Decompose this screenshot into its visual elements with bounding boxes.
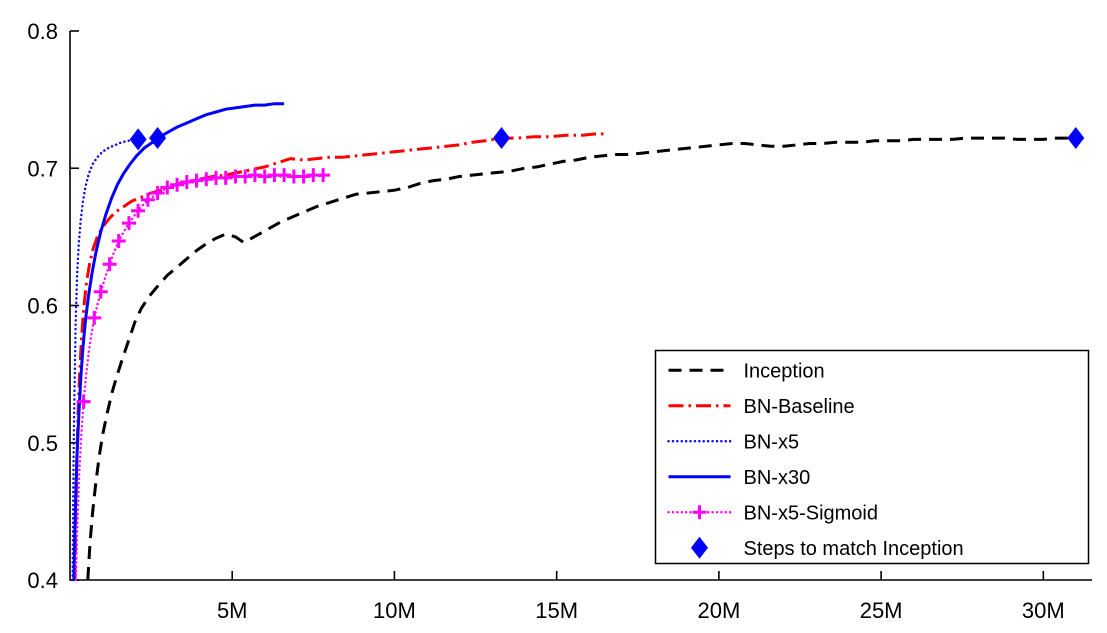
y-tick-label: 0.7 — [27, 156, 58, 181]
y-tick-label: 0.6 — [27, 294, 58, 319]
legend-diamond-marker — [691, 536, 708, 559]
legend-entry-bn-x30: BN-x30 — [668, 467, 811, 489]
legend-plus-marker — [692, 505, 707, 520]
y-tick-label: 0.5 — [27, 431, 58, 456]
legend-label: Steps to match Inception — [744, 538, 964, 560]
x-tick-label: 20M — [697, 598, 740, 623]
series-line — [74, 173, 331, 582]
series-line — [86, 136, 1076, 581]
legend-box — [654, 349, 1090, 565]
legend-label: BN-Baseline — [744, 396, 855, 418]
series-steps-to-match-inception — [129, 127, 1085, 151]
legend-label: Inception — [744, 360, 825, 382]
series-bn-x5-sigmoid — [74, 168, 331, 582]
diamond-marker — [149, 127, 167, 150]
series-bn-x30 — [72, 102, 285, 581]
diamond-marker — [493, 127, 511, 150]
diamond-marker — [129, 128, 147, 151]
x-tick-label: 30M — [1022, 598, 1065, 623]
x-tick-label: 25M — [860, 598, 903, 623]
legend-entry-bn-baseline: BN-Baseline — [668, 396, 855, 418]
series-bn-x5 — [71, 136, 140, 582]
y-tick-label: 0.8 — [27, 19, 58, 44]
series-line — [72, 102, 285, 581]
plus-markers — [76, 168, 331, 409]
legend-label: BN-x5 — [744, 431, 800, 453]
x-tick-label: 15M — [535, 598, 578, 623]
x-tick-label: 5M — [217, 598, 248, 623]
legend-entry-bn-x5-sigmoid: BN-x5-Sigmoid — [667, 502, 878, 524]
legend-entry-steps-to-match-inception: Steps to match Inception — [691, 536, 964, 560]
legend: Inception BN-Baseline BN-x5 BN-x30 BN-x5-Sig… — [654, 349, 1090, 565]
legend-entry-bn-x5: BN-x5 — [667, 431, 800, 453]
x-tick-label: 10M — [373, 598, 416, 623]
y-tick-label: 0.4 — [27, 568, 58, 593]
series-line — [73, 132, 606, 581]
legend-label: BN-x30 — [744, 467, 811, 489]
series-line — [71, 136, 140, 582]
diamond-marker — [1067, 127, 1085, 150]
legend-entry-inception: Inception — [668, 360, 825, 382]
legend-label: BN-x5-Sigmoid — [744, 502, 878, 524]
series-bn-baseline — [73, 132, 606, 581]
series-inception — [86, 136, 1076, 581]
